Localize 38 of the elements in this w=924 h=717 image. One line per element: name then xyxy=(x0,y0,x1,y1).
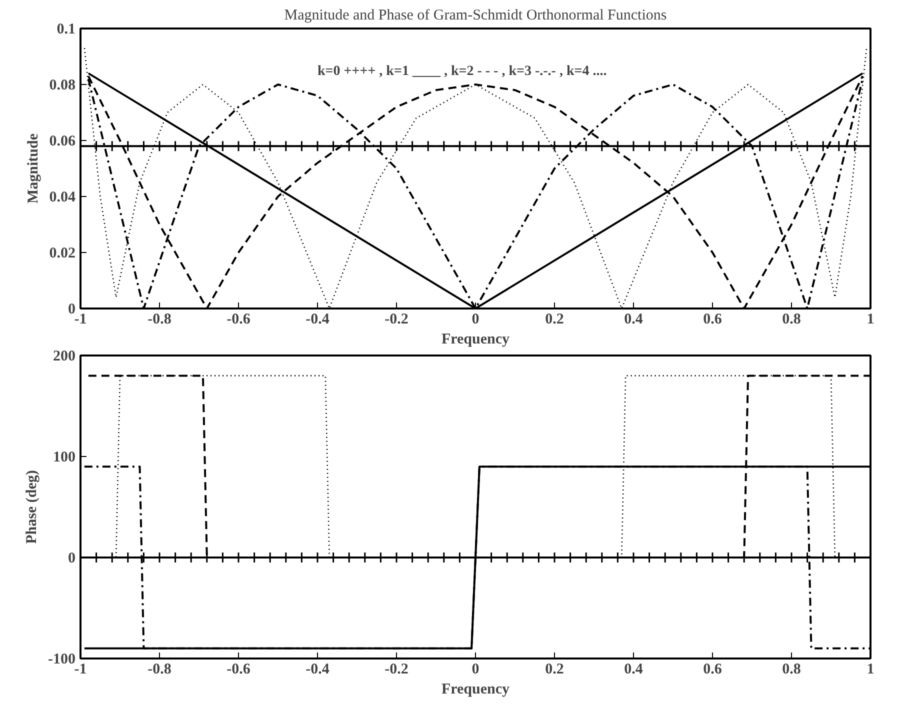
y-tick-label: 0 xyxy=(68,550,76,566)
x-tick-label: -0.4 xyxy=(306,312,330,328)
x-tick-label: 0.8 xyxy=(782,662,801,678)
y-tick-label: 100 xyxy=(53,450,76,466)
y-axis-title: Phase (deg) xyxy=(24,470,40,544)
y-tick-label: 0.04 xyxy=(49,190,76,206)
y-tick-label: 0.06 xyxy=(49,134,76,150)
y-tick-label: -100 xyxy=(48,652,76,668)
y-tick-label: 0.08 xyxy=(49,78,76,94)
x-tick-label: -1 xyxy=(74,662,87,678)
x-tick-label: 0.2 xyxy=(545,662,564,678)
y-axis-title: Magnitude xyxy=(25,133,42,204)
x-tick-label: 0.2 xyxy=(545,312,564,328)
x-tick-label: 0.8 xyxy=(782,312,801,328)
y-tick-label: 0.1 xyxy=(56,22,76,38)
x-tick-label: -0.2 xyxy=(384,662,408,678)
chart-title: Magnitude and Phase of Gram-Schmidt Orthonormal Functions xyxy=(284,8,667,24)
x-axis-title: Frequency xyxy=(441,682,510,698)
x-tick-label: 0.4 xyxy=(624,312,644,328)
y-tick-label: 0.02 xyxy=(49,246,76,262)
x-tick-label: -0.4 xyxy=(306,662,330,678)
y-tick-label: 200 xyxy=(53,348,76,364)
annotation: k=0 ++++ , k=1 ____ , k=2 - - - , k=3 -.-.- , k=4 .... xyxy=(318,64,607,79)
x-tick-label: 1 xyxy=(866,312,874,328)
x-tick-label: 0.4 xyxy=(624,662,644,678)
x-tick-label: 1 xyxy=(866,662,874,678)
x-axis-title: Frequency xyxy=(441,332,510,348)
x-tick-label: 0.6 xyxy=(703,312,722,328)
x-tick-label: -1 xyxy=(74,312,87,328)
y-tick-label: 0 xyxy=(68,302,76,318)
x-tick-label: 0.6 xyxy=(703,662,722,678)
x-tick-label: -0.8 xyxy=(148,312,172,328)
x-tick-label: 0 xyxy=(472,312,480,328)
x-tick-label: 0 xyxy=(472,662,480,678)
x-tick-label: -0.6 xyxy=(226,312,251,328)
x-tick-label: -0.8 xyxy=(148,662,172,678)
x-tick-label: -0.6 xyxy=(226,662,251,678)
x-tick-label: -0.2 xyxy=(384,312,408,328)
